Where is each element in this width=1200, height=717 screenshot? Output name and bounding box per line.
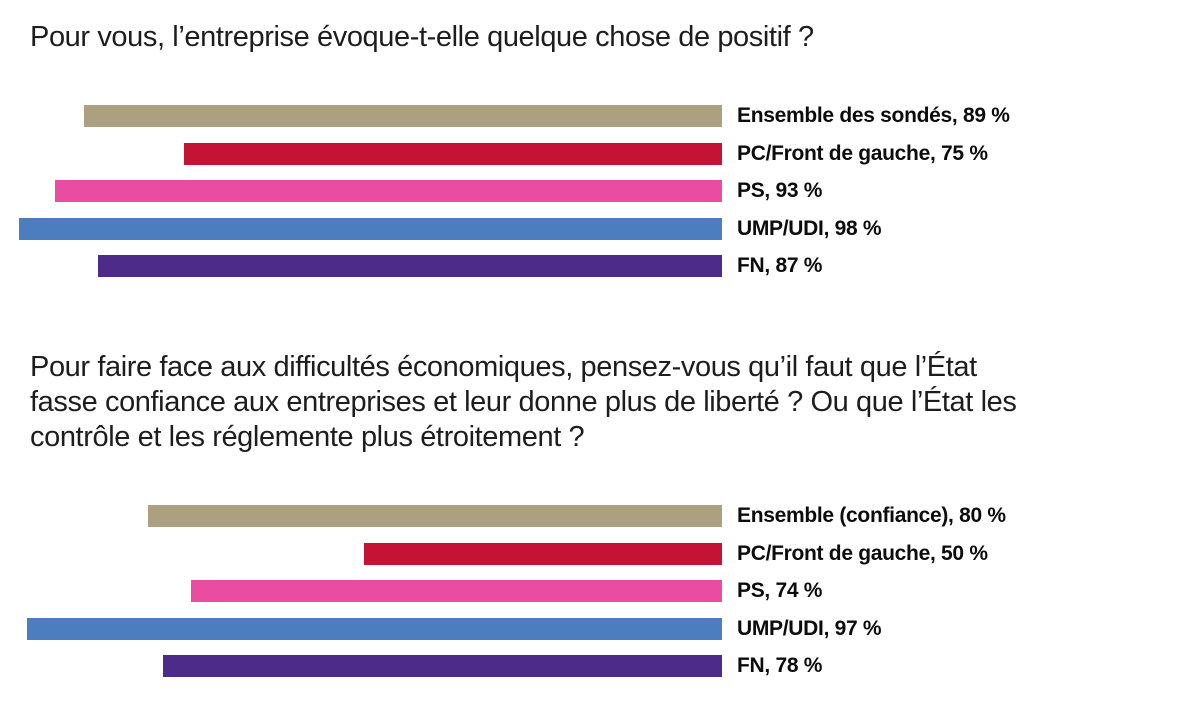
question-2-title: Pour faire face aux difficultés économiq… xyxy=(30,350,1190,455)
bar xyxy=(184,142,722,165)
bar-label: PC/Front de gauche, 50 % xyxy=(737,541,988,565)
bar xyxy=(55,180,722,202)
bar-row: PS, 74 % xyxy=(5,579,822,602)
bar xyxy=(148,505,722,527)
bar-row: PS, 93 % xyxy=(5,179,822,202)
bar-row: Ensemble des sondés, 89 % xyxy=(5,104,1010,127)
bar-row: FN, 87 % xyxy=(5,254,822,277)
bar-chart-question-2: Ensemble (confiance), 80 % PC/Front de ga… xyxy=(5,504,1006,693)
bar-label: FN, 87 % xyxy=(737,254,823,277)
bar xyxy=(191,580,722,602)
bar-label: FN, 78 % xyxy=(737,654,823,677)
bar xyxy=(83,105,722,127)
bar xyxy=(98,255,722,277)
bar-row: Ensemble (confiance), 80 % xyxy=(5,504,1006,527)
bar-label: PS, 93 % xyxy=(737,179,823,202)
bar-row: UMP/UDI, 98 % xyxy=(5,217,882,240)
bar-row: PC/Front de gauche, 50 % xyxy=(5,542,988,565)
bar-row: PC/Front de gauche, 75 % xyxy=(5,142,988,165)
bar xyxy=(26,617,722,640)
bar-label: UMP/UDI, 98 % xyxy=(737,216,882,240)
bar-label: PS, 74 % xyxy=(737,579,823,602)
question-2-line-2: fasse confiance aux entreprises et leur … xyxy=(30,386,1017,418)
question-2-line-3: contrôle et les réglemente plus étroitem… xyxy=(30,421,585,453)
bar-label: Ensemble (confiance), 80 % xyxy=(737,504,1006,527)
question-2-line-1: Pour faire face aux difficultés économiq… xyxy=(30,351,977,383)
bar-row: UMP/UDI, 97 % xyxy=(5,617,882,640)
question-1-title: Pour vous, l’entreprise évoque-t-elle qu… xyxy=(30,21,814,53)
bar xyxy=(19,217,722,240)
bar-label: Ensemble des sondés, 89 % xyxy=(737,104,1010,127)
bar-label: UMP/UDI, 97 % xyxy=(737,616,882,640)
bar-chart-question-1: Ensemble des sondés, 89 % PC/Front de gau… xyxy=(5,104,1010,293)
bar xyxy=(162,655,722,677)
bar-label: PC/Front de gauche, 75 % xyxy=(737,141,988,165)
bar-row: FN, 78 % xyxy=(5,654,822,677)
bar xyxy=(363,542,722,565)
